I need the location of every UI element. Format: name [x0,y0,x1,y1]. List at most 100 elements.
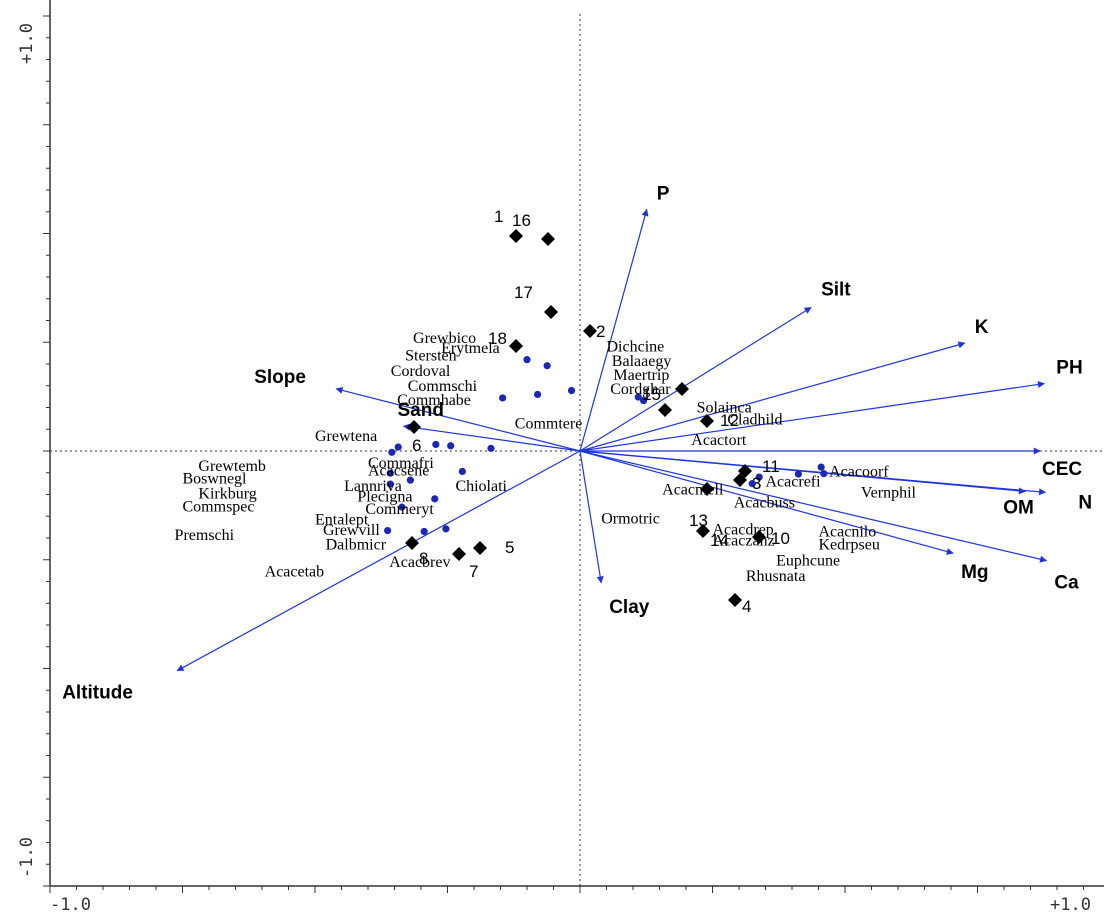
env-label-n: N [1078,492,1092,513]
site-marker-5 [473,541,487,555]
species-point [543,362,551,370]
species-point [794,470,802,478]
site-label-14: 14 [710,531,729,550]
site-label-5: 5 [505,538,514,557]
y-tick-label: +1.0 [17,23,37,64]
site-marker-solainca [675,382,689,396]
species-point [398,503,406,511]
text-labels: P Silt K PH CEC OM N Mg Ca Clay Slope Sand Altitude D… [62,184,1092,704]
site-label-4: 4 [742,597,751,616]
species-label-euphcune: Euphcune [776,553,840,570]
site-label-16: 16 [512,211,531,230]
env-label-mg: Mg [961,562,988,583]
species-point [748,480,756,488]
env-arrow-slope [335,386,581,452]
species-point [817,463,825,471]
species-label-ormotric: Ormotric [601,510,660,527]
site-label-10: 10 [771,529,790,548]
site-label-13: 13 [689,511,708,530]
site-label-11: 11 [762,457,780,476]
species-label-acacbuss: Acacbuss [734,494,795,511]
species-point [634,393,642,401]
species-point [386,480,394,488]
site-label-17: 17 [514,283,533,302]
species-point [388,448,396,456]
species-label-rhusnata: Rhusnata [746,568,806,585]
species-label-commtere: Commtere [515,416,583,433]
species-label-cordoval: Cordoval [391,363,451,380]
species-points [384,356,828,536]
site-marker-17 [544,305,558,319]
x-tick-label: +1.0 [1050,895,1091,915]
x-tick-label: -1.0 [50,895,91,915]
env-arrow-sand [402,423,581,452]
env-label-cec: CEC [1042,459,1082,480]
species-point [406,476,414,484]
species-label-commhabe: Commhabe [397,392,471,409]
species-label-acacdrep: Acacdrep [713,521,774,538]
species-label-erytmela: Erytmela [441,340,500,357]
species-label-kirkburg: Kirkburg [198,486,256,503]
site-label-1: 1 [494,207,503,226]
species-point [420,527,428,536]
species-label-commeryt: Commeryt [365,501,434,518]
env-arrow-altitude [176,450,581,672]
species-label-cladhild: Cladhild [727,412,782,429]
species-point [447,442,455,450]
species-point [384,527,392,535]
env-arrow-silt [579,306,812,452]
species-label-acacbrev: Acacbrev [389,554,450,571]
env-label-p: P [657,184,670,205]
environmental-arrows [176,208,1048,672]
env-arrow-n [579,450,1047,496]
site-label-3: 3 [752,474,761,493]
species-label-commspec: Commspec [183,499,255,516]
species-point [458,467,466,476]
site-marker-2 [583,324,597,338]
env-label-silt: Silt [821,279,851,300]
site-marker-sand [407,420,421,434]
env-label-k: K [975,317,989,338]
species-label-acacsene: Acacsene [368,463,429,480]
env-label-altitude: Altitude [62,683,133,704]
env-label-ph: PH [1056,358,1082,379]
site-marker-3 [733,473,747,487]
species-label-maertrip: Maertrip [613,367,669,384]
site-markers [405,229,766,607]
env-arrow-mg [579,450,954,555]
env-label-slope: Slope [254,367,306,388]
species-label-cordghar: Cordghar [610,381,671,398]
tick-labels: -1.0 +1.0 +1.0 -1.0 [17,23,1091,915]
species-label-acaczanz: Acaczanz [713,533,775,550]
site-label-15: 15 [642,385,661,404]
env-label-sand: Sand [398,400,444,421]
species-point [386,469,394,477]
species-label-dalbmicr: Dalbmicr [326,537,387,554]
species-point [431,495,439,503]
site-marker-14 [696,524,710,538]
species-label-boswnegl: Boswnegl [183,470,248,487]
env-arrow-clay [579,450,604,584]
species-label-lannriva: Lannriva [344,478,402,495]
species-label-commafri: Commafri [368,455,434,472]
species-point [523,356,531,364]
species-point [567,386,576,395]
species-label-acacoorf: Acacoorf [829,463,889,480]
species-label-grewvill: Grewvill [323,522,380,539]
site-marker-8 [405,536,419,550]
species-label-grewtemb: Grewtemb [198,458,266,475]
plot-frame [43,0,1104,893]
site-label-6: 6 [412,436,421,455]
species-point [432,440,440,449]
species-label-chiolati: Chiolati [455,478,507,495]
species-label-vernphil: Vernphil [861,484,917,501]
y-tick-label: -1.0 [17,837,37,878]
env-label-clay: Clay [609,597,650,618]
env-arrow-p [579,208,649,452]
site-label-12: 12 [720,411,739,430]
species-label-dichcine: Dichcine [607,339,665,356]
site-marker-18 [509,339,523,353]
site-label-18: 18 [488,329,507,348]
species-point [499,394,507,402]
species-label-acacnilo: Acacnilo [819,523,877,540]
